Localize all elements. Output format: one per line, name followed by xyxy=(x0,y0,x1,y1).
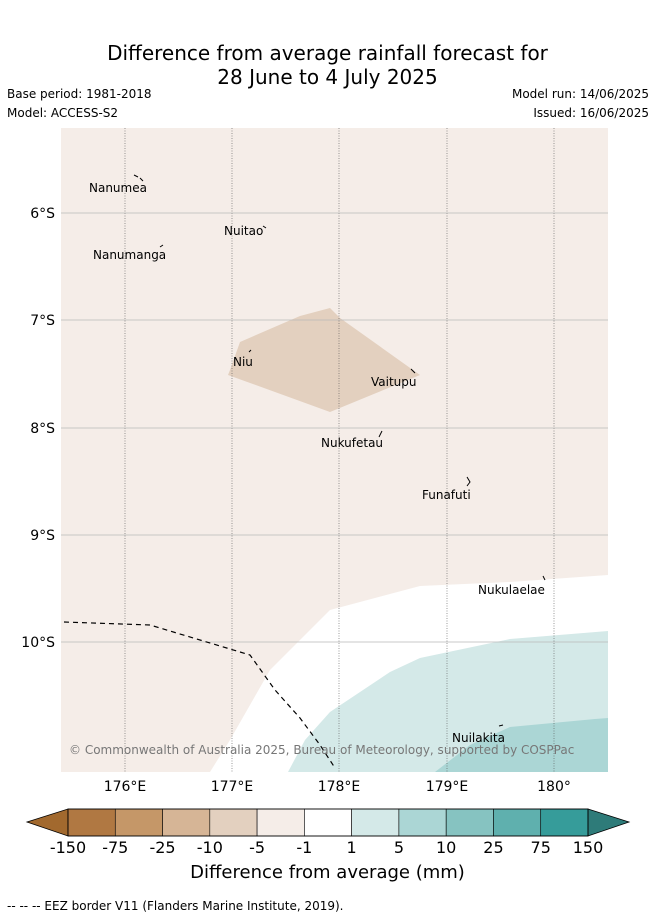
colorbar-tick-label: 150 xyxy=(572,838,604,857)
colorbar-tick-label: -10 xyxy=(196,838,223,857)
colorbar-segment xyxy=(540,808,589,837)
latitude-gridlines xyxy=(61,212,608,643)
colorbar-tick-label: 75 xyxy=(530,838,551,857)
place-label-nanumea: Nanumea xyxy=(89,181,147,195)
issued-date: Issued: 16/06/2025 xyxy=(533,106,649,120)
island-niu xyxy=(248,349,252,353)
colorbar-segment xyxy=(304,808,352,837)
colorbar-tick-label: -25 xyxy=(149,838,176,857)
place-label-nuilakita: Nuilakita xyxy=(452,731,505,745)
base-period: Base period: 1981-2018 xyxy=(7,87,152,101)
colorbar-segment xyxy=(493,808,542,837)
lon-label-177e: 177°E xyxy=(211,779,254,795)
longitude-labels: 176°E 177°E 178°E 179°E 180° xyxy=(104,779,571,795)
colorbar-segment xyxy=(398,808,447,837)
place-label-vaitupu: Vaitupu xyxy=(371,375,417,389)
lat-label-10s: 10°S xyxy=(21,635,55,651)
place-label-nanumanga: Nanumanga xyxy=(93,248,166,262)
colorbar-segment xyxy=(351,808,400,837)
lon-label-179e: 179°E xyxy=(426,779,469,795)
colorbar-segment xyxy=(114,808,163,837)
lat-label-8s: 8°S xyxy=(30,421,55,437)
island-funafuti xyxy=(466,476,471,487)
colorbar-title: Difference from average (mm) xyxy=(190,862,465,883)
colorbar-segment xyxy=(445,808,494,837)
model-run: Model run: 14/06/2025 xyxy=(511,87,649,101)
lat-label-7s: 7°S xyxy=(30,313,55,329)
colorbar-tick-label: -1 xyxy=(296,838,313,857)
island-nuilakita xyxy=(498,724,504,727)
colorbar-segment xyxy=(67,808,116,837)
copyright-notice: © Commonwealth of Australia 2025, Bureau… xyxy=(69,743,574,757)
island-outlines xyxy=(133,174,546,727)
island-nuitao xyxy=(262,225,267,229)
map-title-line1: Difference from average rainfall forecas… xyxy=(107,41,548,65)
island-nukulaelae xyxy=(542,575,546,581)
colorbar-extend-low xyxy=(25,808,69,837)
place-label-funafuti: Funafuti xyxy=(422,488,471,502)
place-label-nuitao: Nuitao xyxy=(224,224,263,238)
colorbar-tick-label: 10 xyxy=(435,838,457,857)
place-label-nukulaelae: Nukulaelae xyxy=(478,583,545,597)
colorbar-tick-label: -5 xyxy=(249,838,266,857)
colorbar-segment xyxy=(256,808,305,837)
eez-footnote: -- -- -- EEZ border V11 (Flanders Marine… xyxy=(7,899,344,913)
rainfall-map: Nanumea Nuitao Nanumanga Niu Vaitupu Nuk… xyxy=(21,128,631,837)
lat-label-9s: 9°S xyxy=(30,528,55,544)
map-title-line2: 28 June to 4 July 2025 xyxy=(217,65,438,89)
lon-label-180: 180° xyxy=(537,779,571,795)
colorbar-segment xyxy=(162,808,211,837)
island-nukufetau xyxy=(378,430,383,438)
colorbar-tick-label: -150 xyxy=(49,838,87,857)
colorbar xyxy=(25,808,631,837)
wetter-region-medium xyxy=(435,718,608,772)
colorbar-tick-label: -75 xyxy=(102,838,129,857)
colorbar-tick-label: 25 xyxy=(483,838,504,857)
colorbar-segments xyxy=(67,808,589,837)
model-name: Model: ACCESS-S2 xyxy=(7,106,119,120)
island-vaitupu xyxy=(410,368,416,374)
place-label-niu: Niu xyxy=(233,355,253,369)
colorbar-tick-label: 5 xyxy=(393,838,404,857)
colorbar-outline xyxy=(67,808,589,837)
colorbar-extend-high xyxy=(587,808,631,837)
place-labels: Nanumea Nuitao Nanumanga Niu Vaitupu Nuk… xyxy=(89,181,545,745)
colorbar-tick-label: 1 xyxy=(346,838,357,857)
island-nanumanga xyxy=(159,244,164,248)
colorbar-segment xyxy=(209,808,258,837)
drier-region xyxy=(228,308,420,412)
island-nanumea xyxy=(133,174,144,182)
lon-label-178e: 178°E xyxy=(318,779,361,795)
latitude-labels: 6°S 7°S 8°S 9°S 10°S xyxy=(21,206,55,651)
lon-label-176e: 176°E xyxy=(104,779,147,795)
place-label-nukufetau: Nukufetau xyxy=(321,436,383,450)
lat-label-6s: 6°S xyxy=(30,206,55,222)
